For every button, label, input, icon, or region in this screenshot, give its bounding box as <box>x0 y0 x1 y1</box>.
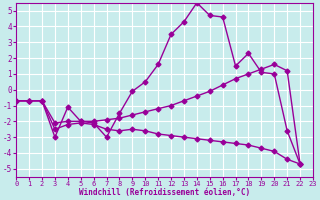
X-axis label: Windchill (Refroidissement éolien,°C): Windchill (Refroidissement éolien,°C) <box>79 188 250 197</box>
